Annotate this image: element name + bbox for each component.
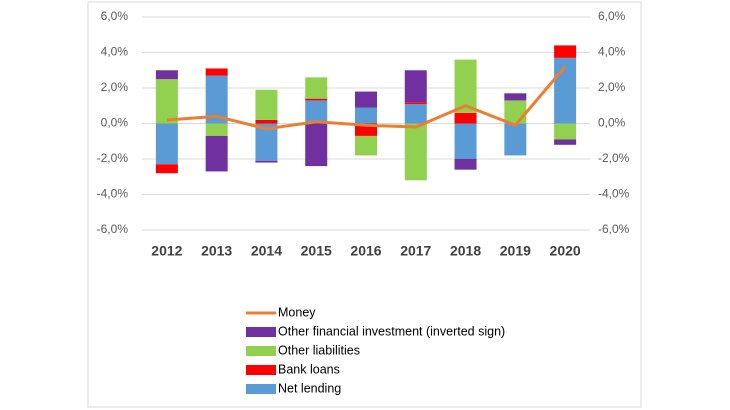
bar-segment [355,107,377,124]
bar-segment [255,160,278,163]
bar-segment [554,123,577,140]
x-tick-label: 2018 [450,243,481,259]
line-series [166,65,567,131]
y-tick-label: 2,0% [101,80,129,94]
legend-swatch [246,384,276,394]
y-tick-label: 4,0% [101,45,129,59]
bar-segment [255,119,278,124]
bar-segment [554,45,577,58]
x-tick-label: 2012 [151,243,182,259]
y-tick-label: -2,0% [97,151,129,165]
legend-label: Other liabilities [278,343,360,357]
y-tick-label: -6,0% [97,222,129,236]
bar-segment [454,112,477,124]
x-tick-label: 2014 [251,243,282,259]
bar-segment [205,68,228,76]
bar-segment [554,139,577,145]
bar-segment [504,100,527,124]
bar-segment [205,135,228,172]
y-tick-label: 6,0% [101,9,129,23]
bar-segment [454,59,477,113]
legend-swatch [246,365,276,375]
bar-segment [355,91,377,108]
chart-frame [87,1,642,408]
y-tick-label: -4,0% [97,187,129,201]
legend-label: Net lending [278,381,341,395]
bar-segment [404,102,427,104]
y-tick-label: 0,0% [101,116,129,130]
x-tick-label: 2013 [201,243,232,259]
bar-segment [355,135,377,156]
bar-segment [504,93,527,101]
bar-segment [155,164,178,174]
bar-segment [155,70,178,80]
x-tick-label: 2020 [550,243,581,259]
y2-tick-label: -4,0% [598,187,630,201]
x-tick-label: 2015 [301,243,332,259]
y2-tick-label: -2,0% [598,151,630,165]
legend-label: Other financial investment (inverted sig… [278,324,505,338]
x-tick-label: 2016 [350,243,381,259]
legend-swatch [246,346,276,356]
y2-tick-label: 4,0% [598,45,626,59]
bar-segment [454,123,477,159]
bar-segment [454,159,477,170]
bar-segment [155,123,178,165]
bar-segment [305,98,328,101]
y2-tick-label: 6,0% [598,9,626,23]
bar-segment [205,75,228,124]
bar-segment [404,103,427,124]
bar-segment [504,123,527,156]
y2-tick-label: 0,0% [598,116,626,130]
y2-tick-label: -6,0% [598,222,630,236]
bar-segment [255,89,278,120]
legend-label: Money [278,305,316,319]
x-tick-label: 2019 [500,243,531,259]
bar-segment [255,123,278,161]
bar-segment [404,123,427,181]
bar-segment [155,79,178,124]
legend-swatch [246,327,276,337]
legend-label: Bank loans [278,362,340,376]
bar-segment [305,100,328,124]
bar-segment [305,123,328,167]
bar-segment [205,123,228,136]
y2-tick-label: 2,0% [598,80,626,94]
bar-segment [404,70,427,103]
x-tick-label: 2017 [400,243,431,259]
bar-segment [305,77,328,99]
